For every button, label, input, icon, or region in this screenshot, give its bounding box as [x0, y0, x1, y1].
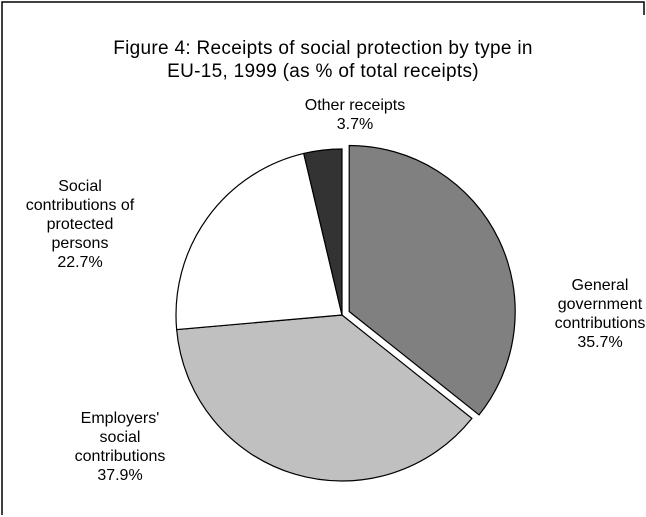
label-general-government-line-1: General	[571, 277, 629, 294]
label-employers: Employers' social contributions 37.9%	[55, 409, 185, 485]
label-social-line-2: contributions of	[25, 197, 135, 214]
label-employers-line-2: social	[99, 429, 141, 446]
label-general-government: General government contributions 35.7%	[545, 276, 646, 352]
label-social-line-4: persons	[51, 235, 109, 252]
slice-employers	[175, 314, 473, 482]
label-other-line-1: Other receipts	[304, 97, 406, 114]
label-employers-value: 37.9%	[97, 467, 143, 484]
label-general-government-value: 35.7%	[577, 334, 623, 351]
chart-title-line-2: EU-15, 1999 (as % of total receipts)	[167, 61, 479, 82]
label-social-contributions: Social contributions of protected person…	[10, 177, 150, 272]
label-other-receipts: Other receipts 3.7%	[290, 96, 420, 134]
slice-other-receipts	[303, 148, 343, 316]
label-employers-line-3: contributions	[74, 448, 166, 465]
label-other-value: 3.7%	[336, 116, 374, 133]
label-social-line-1: Social	[58, 178, 102, 195]
label-general-government-line-2: government	[557, 296, 643, 313]
label-social-line-3: protected	[46, 216, 114, 233]
slice-general-government	[348, 144, 516, 416]
slice-social-contributions	[175, 152, 343, 331]
label-general-government-line-3: contributions	[554, 315, 646, 332]
chart-title-line-1: Figure 4: Receipts of social protection …	[113, 38, 533, 59]
label-employers-line-1: Employers'	[80, 410, 160, 427]
label-social-value: 22.7%	[57, 254, 103, 271]
